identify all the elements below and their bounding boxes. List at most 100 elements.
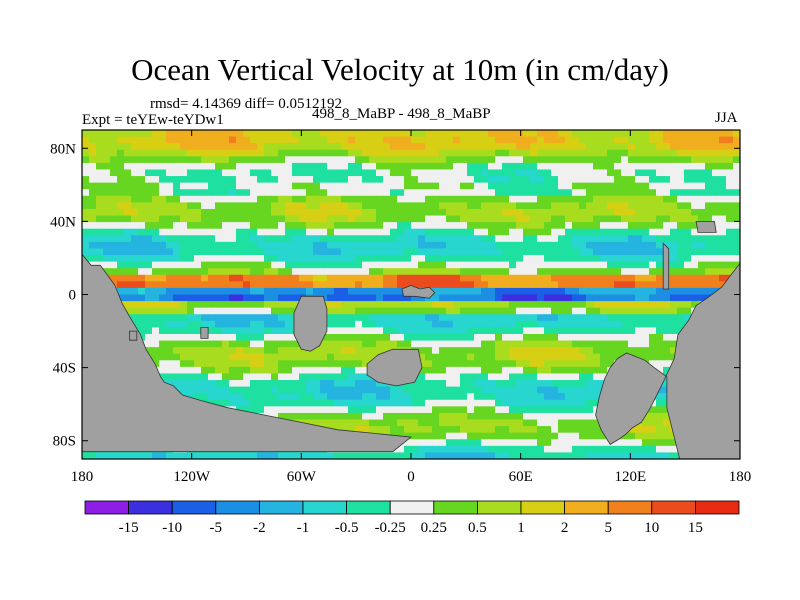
- field-cell: [509, 347, 517, 355]
- field-cell: [201, 261, 209, 269]
- colorbar-label: 2: [561, 520, 569, 536]
- field-cell: [516, 452, 524, 459]
- field-cell: [348, 314, 356, 322]
- field-cell: [607, 255, 615, 263]
- field-cell: [425, 169, 433, 177]
- field-cell: [103, 182, 111, 190]
- field-cell: [642, 130, 650, 138]
- field-cell: [250, 182, 258, 190]
- field-cell: [278, 360, 286, 368]
- field-cell: [208, 255, 216, 263]
- field-cell: [173, 215, 181, 223]
- field-cell: [544, 340, 552, 348]
- field-cell: [397, 136, 405, 144]
- field-cell: [551, 130, 559, 138]
- field-cell: [138, 130, 146, 138]
- field-cell: [271, 149, 279, 157]
- field-cell: [292, 149, 300, 157]
- field-cell: [397, 320, 405, 328]
- field-cell: [159, 202, 167, 210]
- field-cell: [292, 406, 300, 414]
- field-cell: [523, 314, 531, 322]
- field-cell: [236, 360, 244, 368]
- landmass: [366, 348, 423, 387]
- field-cell: [530, 287, 538, 296]
- field-cell: [467, 248, 475, 256]
- field-cell: [656, 136, 664, 144]
- field-cell: [292, 261, 300, 269]
- field-cell: [684, 143, 692, 151]
- field-cell: [684, 314, 692, 322]
- field-cell: [222, 228, 230, 236]
- field-cell: [460, 162, 468, 171]
- field-cell: [194, 333, 202, 342]
- field-cell: [306, 208, 314, 217]
- field-cell: [425, 195, 433, 203]
- field-cell: [348, 235, 356, 243]
- field-cell: [285, 347, 293, 355]
- field-cell: [551, 452, 559, 459]
- field-cell: [656, 333, 664, 342]
- field-cell: [425, 314, 433, 322]
- field-cell: [229, 228, 237, 236]
- field-cell: [236, 340, 244, 348]
- field-cell: [453, 222, 461, 230]
- field-cell: [390, 301, 398, 309]
- field-cell: [677, 301, 685, 309]
- field-cell: [600, 143, 608, 151]
- field-cell: [642, 222, 650, 230]
- field-cell: [446, 314, 454, 322]
- field-cell: [530, 333, 538, 342]
- field-cell: [628, 307, 636, 315]
- field-cell: [530, 143, 538, 151]
- field-cell: [341, 301, 349, 309]
- field-cell: [621, 143, 629, 151]
- field-cell: [565, 176, 573, 184]
- field-cell: [719, 169, 727, 177]
- field-cell: [670, 195, 678, 203]
- field-cell: [250, 380, 258, 388]
- field-cell: [229, 393, 237, 401]
- field-cell: [355, 195, 363, 203]
- field-cell: [411, 307, 419, 315]
- field-cell: [411, 268, 419, 276]
- field-cell: [243, 248, 251, 256]
- field-cell: [229, 301, 237, 309]
- field-cell: [327, 162, 335, 171]
- field-cell: [229, 241, 237, 250]
- field-cell: [271, 228, 279, 236]
- field-cell: [439, 156, 447, 164]
- field-cell: [565, 419, 573, 427]
- field-cell: [138, 301, 146, 309]
- field-cell: [649, 353, 657, 361]
- field-cell: [481, 241, 489, 250]
- field-cell: [180, 294, 188, 302]
- field-cell: [355, 149, 363, 157]
- field-cell: [502, 136, 510, 144]
- field-cell: [145, 333, 153, 342]
- field-cell: [460, 195, 468, 203]
- field-cell: [376, 412, 384, 421]
- field-cell: [152, 169, 160, 177]
- field-cell: [488, 195, 496, 203]
- field-cell: [103, 149, 111, 157]
- field-cell: [411, 241, 419, 250]
- field-cell: [495, 235, 503, 243]
- field-cell: [180, 248, 188, 256]
- field-cell: [180, 208, 188, 217]
- field-cell: [278, 268, 286, 276]
- field-cell: [425, 419, 433, 427]
- field-cell: [362, 162, 370, 171]
- field-cell: [166, 208, 174, 217]
- field-cell: [558, 215, 566, 223]
- field-cell: [229, 169, 237, 177]
- field-cell: [257, 314, 265, 322]
- field-cell: [439, 445, 447, 454]
- field-cell: [418, 281, 426, 289]
- field-cell: [411, 399, 419, 407]
- field-cell: [418, 307, 426, 315]
- field-cell: [600, 373, 608, 381]
- field-cell: [418, 235, 426, 243]
- x-tick-label: 60W: [287, 469, 317, 485]
- field-cell: [236, 301, 244, 309]
